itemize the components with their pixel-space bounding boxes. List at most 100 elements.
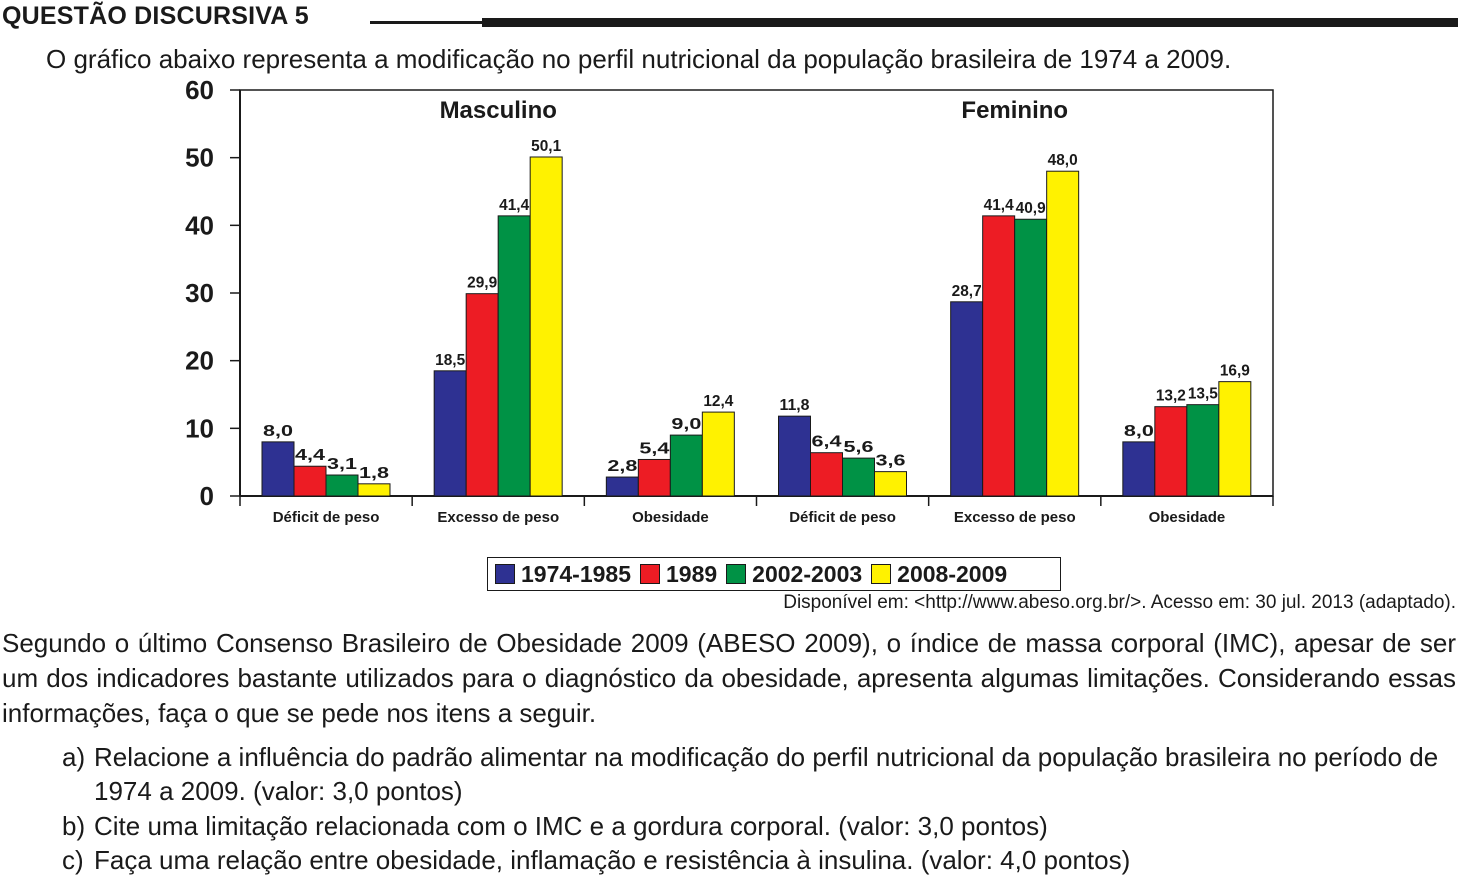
bar-1989 (810, 452, 843, 497)
y-axis-ticks: 0 10 20 30 40 50 60 (185, 75, 240, 511)
legend-label: 1989 (666, 560, 718, 587)
bar-2008-2009 (357, 483, 391, 497)
value-label: 29,9 (467, 275, 497, 292)
chart-legend: 1974-1985 1989 2002-2003 2008-2009 (487, 557, 1061, 591)
bar-1974-1985 (261, 441, 295, 497)
bar-1974-1985 (605, 476, 639, 497)
legend-swatch-1974-1985 (495, 564, 515, 584)
source-citation: Disponível em: <http://www.abeso.org.br/… (783, 592, 1456, 613)
value-label: 11,8 (780, 397, 810, 414)
value-labels: 8,04,43,11,818,529,941,450,12,85,49,012,… (263, 138, 1250, 482)
bar-2002-2003 (1014, 218, 1048, 497)
bar-1974-1985 (950, 301, 984, 497)
question-item-c: c) Faça uma relação entre obesidade, infl… (62, 843, 1130, 877)
value-label: 5,4 (639, 440, 669, 457)
chart-bars (261, 156, 1252, 497)
value-label: 28,7 (952, 283, 982, 300)
legend-label: 2002-2003 (752, 560, 863, 587)
legend-swatch-1989 (640, 564, 660, 584)
question-item-label: c) (62, 845, 84, 875)
question-title: QUESTÃO DISCURSIVA 5 (2, 2, 309, 30)
legend-item-2002-2003: 2002-2003 (726, 561, 862, 588)
bar-1989 (293, 465, 327, 497)
y-tick-label: 20 (185, 346, 214, 376)
question-item-a: a) Relacione a influência do padrão alime… (62, 740, 1456, 808)
value-label: 13,2 (1156, 388, 1186, 405)
y-tick-label: 60 (185, 75, 214, 105)
y-tick-label: 50 (185, 143, 214, 173)
value-label: 48,0 (1048, 152, 1078, 169)
bar-2002-2003 (842, 457, 875, 497)
value-label: 8,0 (1124, 423, 1154, 440)
question-item-label: a) (62, 742, 86, 772)
category-label: Excesso de peso (954, 509, 1076, 526)
value-label: 41,4 (984, 197, 1014, 214)
y-tick-label: 0 (200, 481, 214, 511)
value-label: 16,9 (1220, 363, 1250, 380)
header-rule-thin (370, 21, 485, 24)
bar-1974-1985 (1122, 441, 1156, 497)
panel-title: Feminino (961, 97, 1068, 124)
value-label: 2,8 (607, 458, 637, 475)
question-item-text: Relacione a influência do padrão aliment… (94, 742, 1439, 806)
legend-label: 2008-2009 (897, 560, 1008, 587)
value-label: 50,1 (531, 138, 561, 155)
bar-2008-2009 (1046, 170, 1080, 497)
context-paragraph: Segundo o último Consenso Brasileiro de … (2, 628, 1456, 728)
bar-1989 (465, 293, 499, 497)
question-item-text: Faça uma relação entre obesidade, inflam… (94, 845, 1131, 875)
value-label: 8,0 (263, 423, 293, 440)
intro-text: O gráfico abaixo representa a modificaçã… (46, 44, 1232, 74)
bar-1974-1985 (433, 370, 467, 497)
value-label: 3,6 (876, 453, 906, 470)
value-label: 9,0 (671, 416, 701, 433)
bar-2008-2009 (1218, 381, 1252, 497)
value-label: 18,5 (435, 352, 465, 369)
question-item-b: b) Cite uma limitação relacionada com o I… (62, 809, 1048, 843)
bar-2002-2003 (497, 215, 531, 497)
bar-1989 (982, 215, 1016, 497)
legend-swatch-2008-2009 (871, 564, 892, 584)
panel-title: Masculino (440, 97, 557, 124)
y-tick-label: 30 (185, 278, 214, 308)
category-label: Déficit de peso (273, 509, 380, 526)
legend-swatch-2002-2003 (726, 564, 747, 584)
bar-2008-2009 (701, 411, 735, 497)
category-labels: Déficit de peso Excesso de peso Obesidade D… (273, 509, 1226, 526)
category-label: Excesso de peso (437, 509, 559, 526)
legend-item-2008-2009: 2008-2009 (871, 561, 1007, 588)
value-label: 1,8 (359, 465, 389, 482)
y-tick-label: 40 (185, 210, 214, 240)
bar-2002-2003 (669, 434, 703, 497)
y-tick-label: 10 (185, 413, 214, 443)
question-header: QUESTÃO DISCURSIVA 5 (2, 2, 1458, 36)
question-item-text: Cite uma limitação relacionada com o IMC… (94, 811, 1048, 841)
value-label: 5,6 (844, 439, 874, 456)
chart-axes (239, 89, 1274, 506)
category-label: Obesidade (1149, 509, 1226, 526)
bar-2008-2009 (874, 471, 907, 497)
bar-1974-1985 (778, 415, 811, 497)
category-label: Obesidade (632, 509, 709, 526)
value-label: 4,4 (295, 447, 325, 464)
plot-frame (239, 89, 1274, 497)
value-label: 13,5 (1188, 386, 1218, 403)
category-label: Déficit de peso (789, 509, 896, 526)
panel-titles: Masculino Feminino (440, 97, 1069, 124)
legend-item-1974-1985: 1974-1985 (495, 561, 631, 588)
bar-2002-2003 (1186, 404, 1220, 497)
question-item-label: b) (62, 811, 86, 841)
legend-label: 1974-1985 (521, 560, 631, 587)
value-label: 3,1 (327, 456, 357, 473)
value-label: 12,4 (703, 393, 733, 410)
bar-1989 (1154, 406, 1188, 497)
bar-2008-2009 (529, 156, 563, 497)
legend-item-1989: 1989 (640, 561, 717, 588)
header-rule-thick (482, 18, 1458, 27)
value-label: 6,4 (812, 434, 842, 451)
value-label: 40,9 (1016, 200, 1046, 217)
bar-2002-2003 (325, 474, 359, 497)
bar-1989 (637, 458, 671, 497)
value-label: 41,4 (499, 197, 529, 214)
